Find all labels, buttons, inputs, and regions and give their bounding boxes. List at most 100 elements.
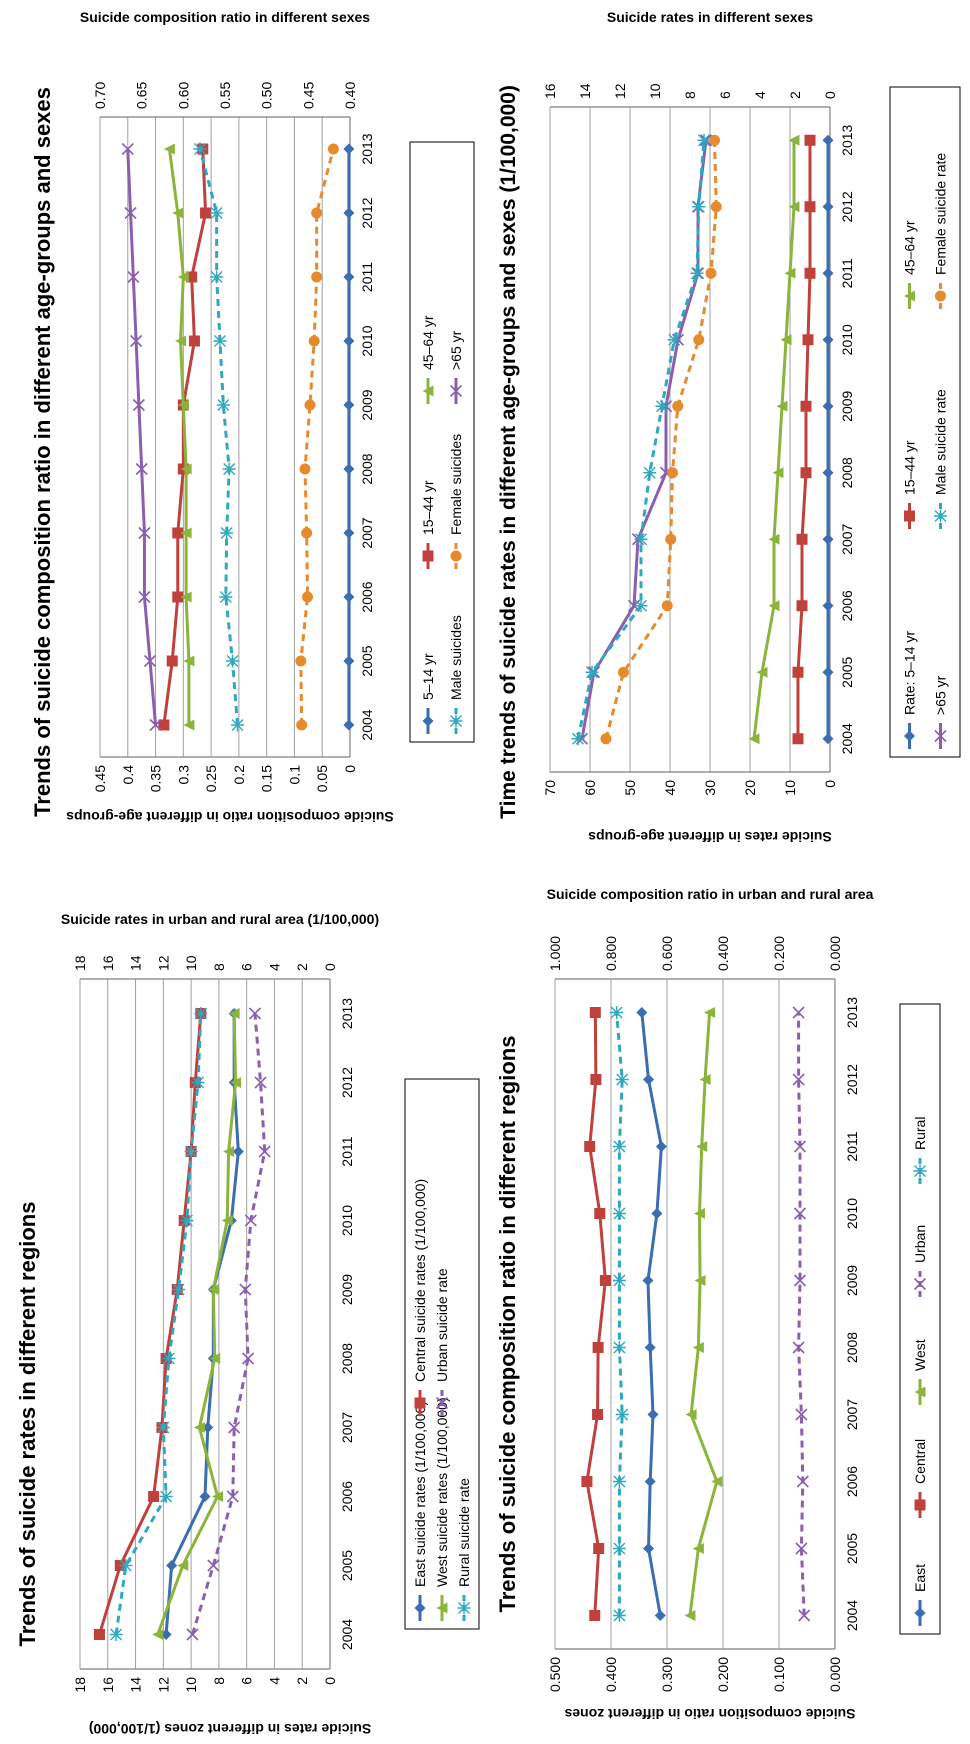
data-point — [343, 207, 355, 219]
data-point — [644, 1342, 656, 1353]
y-tick-label-left: 8 — [211, 1677, 227, 1685]
data-point — [130, 334, 143, 348]
legend-item: 15–44 yr — [420, 480, 436, 569]
x-tick-label: 2013 — [839, 124, 855, 155]
data-point — [796, 1475, 809, 1488]
y-tick-label-right: 4 — [752, 91, 768, 99]
x-tick-label: 2005 — [844, 1533, 860, 1564]
legend-item: Rural suicide rate — [456, 1478, 472, 1621]
y-tick-label-right: 18 — [72, 955, 88, 971]
data-point — [216, 398, 230, 412]
data-point — [222, 462, 236, 476]
data-point — [343, 335, 355, 347]
legend-marker — [436, 1602, 448, 1614]
data-point — [308, 335, 320, 347]
x-tick-label: 2011 — [839, 258, 855, 288]
x-tick-label: 2010 — [839, 324, 855, 355]
data-point — [693, 334, 705, 346]
y-tick-label-left: 0.500 — [547, 1657, 563, 1692]
series-2 — [684, 1007, 723, 1621]
data-point — [311, 207, 323, 219]
data-point — [244, 1214, 257, 1227]
x-tick-label: 2009 — [839, 390, 855, 421]
y-tick-label-left: 0.25 — [203, 765, 219, 792]
legend-label: Male suicide rate — [933, 389, 949, 495]
chart-title: Time trends of suicide rates in differen… — [497, 85, 520, 819]
y-tick-label-left: 6 — [239, 1677, 255, 1685]
data-point — [194, 1007, 208, 1020]
data-point — [191, 1076, 205, 1089]
legend-label: West — [912, 1339, 928, 1371]
y-tick-label-right: 6 — [239, 963, 255, 971]
series-1 — [581, 1007, 611, 1621]
chart-svg: Trends of suicide rates in different reg… — [15, 911, 480, 1737]
x-tick-label: 2009 — [359, 389, 375, 420]
data-point — [822, 201, 834, 213]
legend-item: 5–14 yr — [420, 653, 436, 734]
x-tick-label: 2006 — [359, 581, 375, 612]
y-tick-label-right: 16 — [542, 83, 558, 99]
legend-label: Urban suicide rate — [434, 1268, 450, 1382]
x-tick-label: 2010 — [339, 1205, 355, 1236]
data-point — [166, 1560, 178, 1571]
data-point — [302, 591, 313, 603]
x-tick-label: 2004 — [839, 723, 855, 754]
data-point — [343, 719, 355, 731]
legend-item: 45–64 yr — [420, 315, 436, 404]
legend-item: West suicide rates (1/100,000) — [434, 1397, 450, 1621]
data-point — [184, 1145, 198, 1158]
data-point — [667, 467, 678, 479]
x-tick-label: 2007 — [339, 1412, 355, 1443]
data-point — [612, 1341, 626, 1354]
legend-item: Rate: 5–14 yr — [902, 631, 918, 749]
data-point — [672, 400, 684, 412]
legend-marker — [904, 510, 915, 522]
y-tick-label-left: 18 — [72, 1677, 88, 1693]
y-tick-label-right: 0.70 — [92, 82, 108, 109]
series-4 — [109, 1007, 208, 1641]
data-point — [210, 206, 224, 220]
data-point — [193, 142, 207, 156]
data-point — [643, 1074, 655, 1085]
legend-label: >65 yr — [933, 675, 949, 715]
data-point — [175, 335, 187, 347]
legend-item: East — [912, 1564, 928, 1626]
data-point — [709, 134, 720, 146]
series-line — [164, 1013, 240, 1635]
data-point — [223, 1146, 235, 1157]
data-point — [644, 1476, 656, 1487]
y-tick-label-left: 0 — [822, 780, 838, 788]
legend-marker — [904, 730, 915, 742]
data-point — [343, 399, 355, 411]
legend-label: Female suicide rate — [933, 153, 949, 275]
y-tick-label-right: 0.60 — [175, 82, 191, 109]
x-tick-label: 2012 — [839, 191, 855, 222]
data-point — [239, 1283, 252, 1296]
y-tick-label-right: 16 — [100, 955, 116, 971]
data-point — [149, 718, 162, 732]
data-point — [711, 1476, 723, 1487]
series-2 — [163, 143, 195, 731]
panel-regions-rates: Trends of suicide rates in different reg… — [0, 872, 485, 1744]
legend-item: Female suicide rate — [933, 153, 949, 309]
data-point — [822, 666, 834, 678]
data-point — [258, 1145, 271, 1158]
legend-box — [409, 141, 475, 743]
y-tick-label-left: 0.300 — [659, 1657, 675, 1692]
data-point — [636, 1007, 648, 1018]
x-tick-label: 2012 — [359, 197, 375, 228]
data-point — [654, 1610, 666, 1621]
data-point — [684, 1610, 696, 1621]
legend-label: Central suicide rates (1/100,000) — [412, 1179, 428, 1382]
y-tick-label-right: 10 — [183, 955, 199, 971]
legend-item: >65 yr — [933, 675, 949, 749]
x-tick-label: 2006 — [339, 1481, 355, 1512]
data-point — [768, 600, 780, 612]
legend-item: Rural — [912, 1117, 928, 1184]
data-point — [705, 267, 717, 279]
data-point — [148, 1491, 160, 1502]
y-tick-label-right: 0.800 — [603, 936, 619, 971]
series-3 — [792, 1006, 811, 1622]
data-point — [299, 463, 311, 475]
data-point — [589, 1610, 601, 1621]
